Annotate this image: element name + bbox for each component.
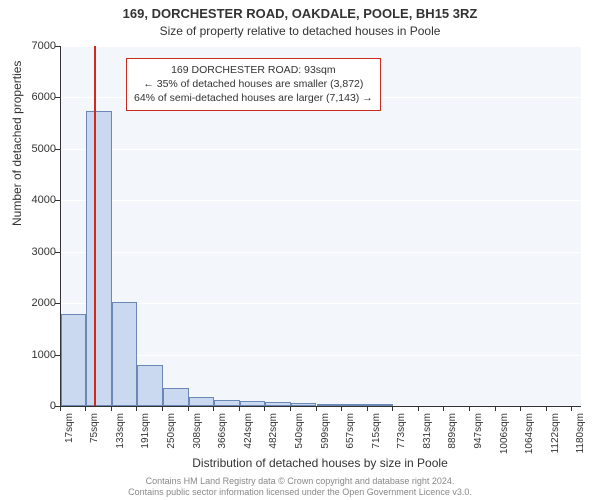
gridline (61, 303, 581, 304)
x-tick-label: 424sqm (243, 413, 254, 457)
annotation-line-2: ← 35% of detached houses are smaller (3,… (134, 77, 373, 91)
histogram-bar (240, 401, 265, 406)
y-tick (55, 303, 60, 304)
property-marker-line (94, 46, 96, 406)
annotation-box: 169 DORCHESTER ROAD: 93sqm← 35% of detac… (126, 58, 381, 111)
x-tick-label: 1006sqm (499, 413, 510, 457)
y-tick-label: 4000 (32, 194, 56, 206)
y-axis-label: Number of detached properties (10, 61, 24, 226)
y-tick (55, 252, 60, 253)
x-axis-label: Distribution of detached houses by size … (60, 456, 580, 470)
gridline (61, 252, 581, 253)
x-tick (495, 406, 496, 411)
y-tick (55, 355, 60, 356)
y-tick-label: 5000 (32, 143, 56, 155)
gridline (61, 46, 581, 47)
footer-line-1: Contains HM Land Registry data © Crown c… (0, 476, 600, 487)
histogram-bar (317, 404, 342, 406)
x-tick (111, 406, 112, 411)
x-tick-label: 540sqm (294, 413, 305, 457)
y-tick-label: 3000 (32, 246, 56, 258)
x-tick (392, 406, 393, 411)
histogram-bar (214, 400, 239, 406)
x-tick (188, 406, 189, 411)
y-tick-label: 6000 (32, 91, 56, 103)
x-tick-label: 889sqm (447, 413, 458, 457)
y-tick-label: 2000 (32, 297, 56, 309)
histogram-bar (163, 388, 188, 406)
x-tick-label: 250sqm (166, 413, 177, 457)
x-tick-label: 308sqm (192, 413, 203, 457)
y-tick (55, 149, 60, 150)
x-tick-label: 1180sqm (575, 413, 586, 457)
x-tick-label: 75sqm (89, 413, 100, 457)
x-tick (60, 406, 61, 411)
x-tick (341, 406, 342, 411)
x-tick-label: 715sqm (371, 413, 382, 457)
x-tick-label: 17sqm (64, 413, 75, 457)
histogram-bar (137, 365, 162, 406)
footer-attribution: Contains HM Land Registry data © Crown c… (0, 476, 600, 498)
annotation-line-1: 169 DORCHESTER ROAD: 93sqm (134, 63, 373, 77)
histogram-bar (112, 302, 137, 406)
histogram-bar (189, 397, 214, 406)
y-tick (55, 200, 60, 201)
x-tick-label: 657sqm (345, 413, 356, 457)
footer-line-2: Contains public sector information licen… (0, 487, 600, 498)
y-tick (55, 97, 60, 98)
x-tick-label: 773sqm (396, 413, 407, 457)
plot-area: 169 DORCHESTER ROAD: 93sqm← 35% of detac… (60, 46, 581, 407)
chart-title-sub: Size of property relative to detached ho… (0, 24, 600, 38)
x-tick (290, 406, 291, 411)
histogram-bar (342, 404, 367, 406)
x-tick (571, 406, 572, 411)
x-tick (367, 406, 368, 411)
histogram-bar (61, 314, 86, 406)
x-tick (316, 406, 317, 411)
histogram-bar (265, 402, 290, 406)
x-tick-label: 191sqm (140, 413, 151, 457)
x-tick-label: 831sqm (422, 413, 433, 457)
x-tick-label: 1122sqm (550, 413, 561, 457)
histogram-bar (86, 111, 111, 406)
chart-title-main: 169, DORCHESTER ROAD, OAKDALE, POOLE, BH… (0, 6, 600, 21)
x-tick (85, 406, 86, 411)
gridline (61, 200, 581, 201)
x-tick (520, 406, 521, 411)
x-tick-label: 133sqm (115, 413, 126, 457)
gridline (61, 149, 581, 150)
x-tick (162, 406, 163, 411)
x-tick-label: 947sqm (473, 413, 484, 457)
x-tick-label: 482sqm (268, 413, 279, 457)
histogram-bar (368, 404, 393, 406)
x-tick (443, 406, 444, 411)
x-tick-label: 1064sqm (524, 413, 535, 457)
y-tick (55, 46, 60, 47)
x-tick (418, 406, 419, 411)
gridline (61, 355, 581, 356)
x-tick (546, 406, 547, 411)
histogram-bar (291, 403, 316, 406)
property-size-chart: 169, DORCHESTER ROAD, OAKDALE, POOLE, BH… (0, 0, 600, 500)
y-tick-label: 7000 (32, 40, 56, 52)
x-tick-label: 599sqm (320, 413, 331, 457)
x-tick (264, 406, 265, 411)
y-tick-label: 1000 (32, 349, 56, 361)
x-tick (239, 406, 240, 411)
x-tick-label: 366sqm (217, 413, 228, 457)
x-tick (136, 406, 137, 411)
x-tick (213, 406, 214, 411)
annotation-line-3: 64% of semi-detached houses are larger (… (134, 91, 373, 105)
x-tick (469, 406, 470, 411)
